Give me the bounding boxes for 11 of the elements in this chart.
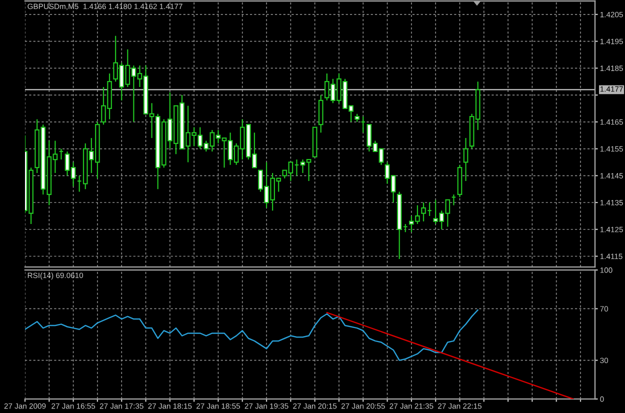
candlestick [58, 148, 64, 160]
candlestick [312, 126, 318, 158]
candlestick [354, 113, 360, 122]
candlestick [457, 164, 462, 198]
candlestick [76, 175, 82, 192]
candlestick [463, 137, 468, 182]
line-series [25, 309, 478, 361]
candlestick [294, 158, 300, 176]
candlestick [360, 116, 366, 134]
candlestick [451, 194, 456, 206]
candlestick [318, 94, 324, 134]
